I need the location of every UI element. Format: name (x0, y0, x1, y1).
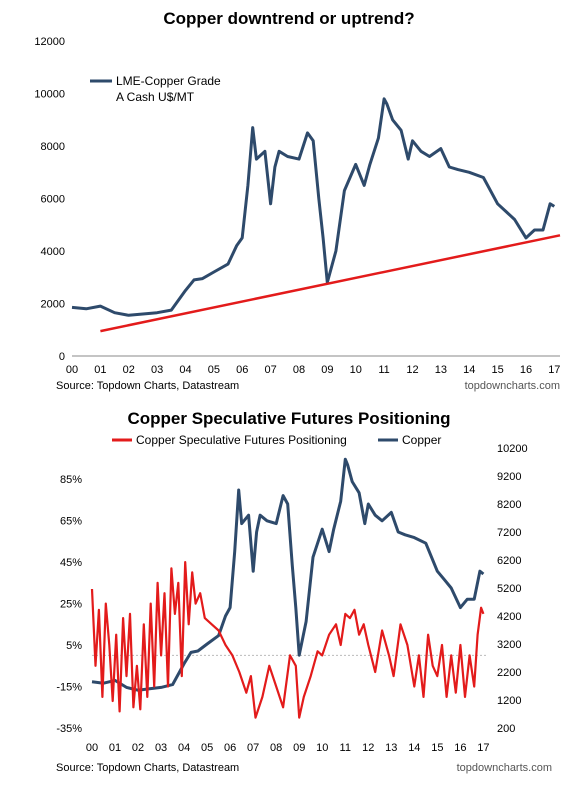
chart1-trend-line (100, 234, 561, 333)
chart2-y-tick-right: 5200 (497, 583, 521, 595)
chart2-y-tick-right: 7200 (497, 527, 521, 539)
chart1-copper-price-line (71, 97, 556, 317)
chart2-y-tick-left: 5% (66, 640, 82, 652)
chart2-x-tick: 09 (293, 742, 305, 754)
chart1-y-tick: 12000 (34, 36, 65, 48)
chart1-y-tick: 6000 (41, 194, 65, 206)
chart2-x-tick: 15 (431, 742, 443, 754)
chart2-x-tick: 05 (201, 742, 213, 754)
chart2-x-tick: 00 (86, 742, 98, 754)
chart1-x-tick: 10 (350, 364, 362, 376)
chart2-x-tick: 16 (454, 742, 466, 754)
chart2-y-tick-right: 8200 (497, 499, 521, 511)
chart2-x-tick: 10 (316, 742, 328, 754)
chart2-x-tick: 12 (362, 742, 374, 754)
chart1-x-tick: 03 (151, 364, 163, 376)
chart2-y-tick-left: 25% (60, 599, 82, 611)
chart2-y-tick-left: 85% (60, 474, 82, 486)
chart1-x-tick: 01 (94, 364, 106, 376)
chart2-x-tick: 17 (477, 742, 489, 754)
chart1-y-tick: 0 (59, 351, 65, 363)
chart1-y-tick: 4000 (41, 246, 65, 258)
chart2-y-tick-left: -15% (56, 682, 82, 694)
chart2-x-tick: 11 (340, 742, 351, 754)
chart1-legend-line2: A Cash U$/MT (116, 90, 195, 104)
chart1-x-tick: 00 (66, 364, 78, 376)
chart2-x-tick: 06 (224, 742, 236, 754)
chart2-x-tick: 13 (385, 742, 397, 754)
chart1-x-tick: 05 (208, 364, 220, 376)
chart2-y-tick-right: 9200 (497, 471, 521, 483)
chart1-source: Source: Topdown Charts, Datastream (56, 380, 239, 392)
chart1-legend: LME-Copper Grade A Cash U$/MT (90, 74, 221, 104)
chart1-title: Copper downtrend or uptrend? (163, 9, 414, 28)
chart1-y-tick: 8000 (41, 141, 65, 153)
chart2-positioning-line (90, 561, 485, 719)
chart2-x-tick: 02 (132, 742, 144, 754)
chart2-y-tick-left: 45% (60, 557, 82, 569)
chart1-x-tick: 06 (236, 364, 248, 376)
chart1-x-tick: 14 (463, 364, 475, 376)
chart2-title: Copper Speculative Futures Positioning (127, 409, 450, 428)
chart1-brand: topdowncharts.com (465, 380, 560, 392)
chart2-y-tick-right: 2200 (497, 667, 521, 679)
chart2-legend-positioning: Copper Speculative Futures Positioning (136, 433, 347, 447)
chart1-x-tick: 13 (435, 364, 447, 376)
chart1-x-tick: 12 (406, 364, 418, 376)
chart1-x-tick: 09 (321, 364, 333, 376)
chart2-y-tick-right: 200 (497, 723, 515, 735)
chart1-y-tick: 2000 (41, 299, 65, 311)
chart2-y-tick-left: -35% (56, 723, 82, 735)
chart2-y-tick-right: 6200 (497, 555, 521, 567)
copper-price-chart: Copper downtrend or uptrend? 02000400060… (34, 9, 561, 392)
chart1-x-tick: 04 (179, 364, 191, 376)
chart2-y-tick-right: 10200 (497, 443, 528, 455)
chart2-y-tick-left: 65% (60, 516, 82, 528)
chart1-legend-line1: LME-Copper Grade (116, 74, 221, 88)
speculative-positioning-chart: Copper Speculative Futures Positioning C… (56, 409, 552, 774)
chart2-x-tick: 01 (109, 742, 121, 754)
chart2-y-tick-right: 3200 (497, 639, 521, 651)
chart1-x-tick: 16 (520, 364, 532, 376)
chart1-x-tick: 02 (123, 364, 135, 376)
chart2-x-tick: 14 (408, 742, 420, 754)
chart2-x-tick: 03 (155, 742, 167, 754)
chart2-copper-line (91, 457, 485, 692)
chart1-y-tick: 10000 (34, 89, 65, 101)
chart2-legend-copper: Copper (402, 433, 441, 447)
chart1-x-tick: 08 (293, 364, 305, 376)
chart2-legend: Copper Speculative Futures Positioning C… (112, 433, 441, 447)
chart1-x-tick: 15 (491, 364, 503, 376)
chart2-y-tick-right: 1200 (497, 695, 521, 707)
chart2-x-tick: 08 (270, 742, 282, 754)
chart2-y-tick-right: 4200 (497, 611, 521, 623)
chart1-x-tick: 07 (264, 364, 276, 376)
chart2-x-tick: 07 (247, 742, 259, 754)
chart2-source: Source: Topdown Charts, Datastream (56, 762, 239, 774)
chart2-brand: topdowncharts.com (457, 762, 552, 774)
chart1-x-tick: 11 (378, 364, 389, 376)
chart1-x-tick: 17 (548, 364, 560, 376)
chart2-x-tick: 04 (178, 742, 190, 754)
